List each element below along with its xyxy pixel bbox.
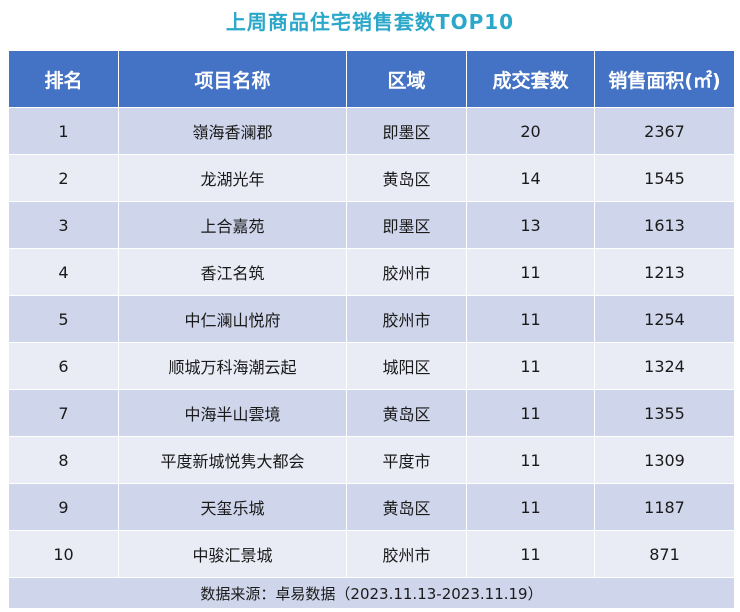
- cell-area: 1355: [594, 389, 735, 437]
- table-row: 9 天玺乐城 黄岛区 11 1187: [8, 483, 735, 531]
- cell-project-name: 龙湖光年: [118, 154, 347, 202]
- source-note: 数据来源：卓易数据（2023.11.13-2023.11.19）: [8, 577, 735, 609]
- cell-project-name: 中骏汇景城: [118, 530, 347, 578]
- header-units: 成交套数: [466, 50, 595, 108]
- cell-rank: 5: [8, 295, 119, 343]
- table-row: 4 香江名筑 胶州市 11 1213: [8, 248, 735, 296]
- header-project-name: 项目名称: [118, 50, 347, 108]
- cell-project-name: 顺城万科海潮云起: [118, 342, 347, 390]
- cell-district: 即墨区: [346, 201, 467, 249]
- cell-rank: 2: [8, 154, 119, 202]
- cell-units: 11: [466, 483, 595, 531]
- cell-rank: 6: [8, 342, 119, 390]
- cell-project-name: 中海半山雲境: [118, 389, 347, 437]
- cell-area: 1187: [594, 483, 735, 531]
- table-body: 1 嶺海香澜郡 即墨区 20 2367 2 龙湖光年 黄岛区 14 1545 3 上合嘉苑 即墨区 13 1…: [8, 107, 735, 578]
- cell-rank: 8: [8, 436, 119, 484]
- cell-units: 11: [466, 295, 595, 343]
- cell-project-name: 平度新城悦隽大都会: [118, 436, 347, 484]
- source-row: 数据来源：卓易数据（2023.11.13-2023.11.19）: [8, 577, 735, 609]
- cell-district: 黄岛区: [346, 154, 467, 202]
- cell-units: 11: [466, 530, 595, 578]
- cell-area: 1254: [594, 295, 735, 343]
- cell-area: 1545: [594, 154, 735, 202]
- table-row: 10 中骏汇景城 胶州市 11 871: [8, 530, 735, 578]
- cell-rank: 9: [8, 483, 119, 531]
- cell-area: 871: [594, 530, 735, 578]
- cell-district: 胶州市: [346, 295, 467, 343]
- table-header-row: 排名 项目名称 区域 成交套数 销售面积(㎡): [8, 50, 735, 108]
- cell-project-name: 天玺乐城: [118, 483, 347, 531]
- chart-title: 上周商品住宅销售套数TOP10: [225, 10, 515, 34]
- cell-rank: 1: [8, 107, 119, 155]
- cell-units: 11: [466, 248, 595, 296]
- cell-area: 1324: [594, 342, 735, 390]
- header-area: 销售面积(㎡): [594, 50, 735, 108]
- sales-table: 排名 项目名称 区域 成交套数 销售面积(㎡) 1 嶺海香澜郡 即墨区 20 2367 2…: [8, 50, 735, 609]
- cell-rank: 10: [8, 530, 119, 578]
- cell-rank: 7: [8, 389, 119, 437]
- cell-rank: 3: [8, 201, 119, 249]
- cell-district: 黄岛区: [346, 483, 467, 531]
- cell-units: 13: [466, 201, 595, 249]
- cell-project-name: 上合嘉苑: [118, 201, 347, 249]
- cell-units: 11: [466, 389, 595, 437]
- table-row: 2 龙湖光年 黄岛区 14 1545: [8, 154, 735, 202]
- cell-district: 胶州市: [346, 248, 467, 296]
- cell-project-name: 嶺海香澜郡: [118, 107, 347, 155]
- header-rank: 排名: [8, 50, 119, 108]
- cell-units: 11: [466, 436, 595, 484]
- cell-rank: 4: [8, 248, 119, 296]
- cell-area: 1213: [594, 248, 735, 296]
- cell-area: 1613: [594, 201, 735, 249]
- cell-district: 黄岛区: [346, 389, 467, 437]
- cell-area: 2367: [594, 107, 735, 155]
- cell-project-name: 香江名筑: [118, 248, 347, 296]
- table-row: 7 中海半山雲境 黄岛区 11 1355: [8, 389, 735, 437]
- cell-district: 平度市: [346, 436, 467, 484]
- table-row: 6 顺城万科海潮云起 城阳区 11 1324: [8, 342, 735, 390]
- header-district: 区域: [346, 50, 467, 108]
- table-row: 1 嶺海香澜郡 即墨区 20 2367: [8, 107, 735, 155]
- table-row: 8 平度新城悦隽大都会 平度市 11 1309: [8, 436, 735, 484]
- cell-units: 20: [466, 107, 595, 155]
- cell-project-name: 中仁澜山悦府: [118, 295, 347, 343]
- table-row: 3 上合嘉苑 即墨区 13 1613: [8, 201, 735, 249]
- cell-area: 1309: [594, 436, 735, 484]
- cell-district: 城阳区: [346, 342, 467, 390]
- cell-district: 胶州市: [346, 530, 467, 578]
- cell-units: 11: [466, 342, 595, 390]
- cell-district: 即墨区: [346, 107, 467, 155]
- table-row: 5 中仁澜山悦府 胶州市 11 1254: [8, 295, 735, 343]
- cell-units: 14: [466, 154, 595, 202]
